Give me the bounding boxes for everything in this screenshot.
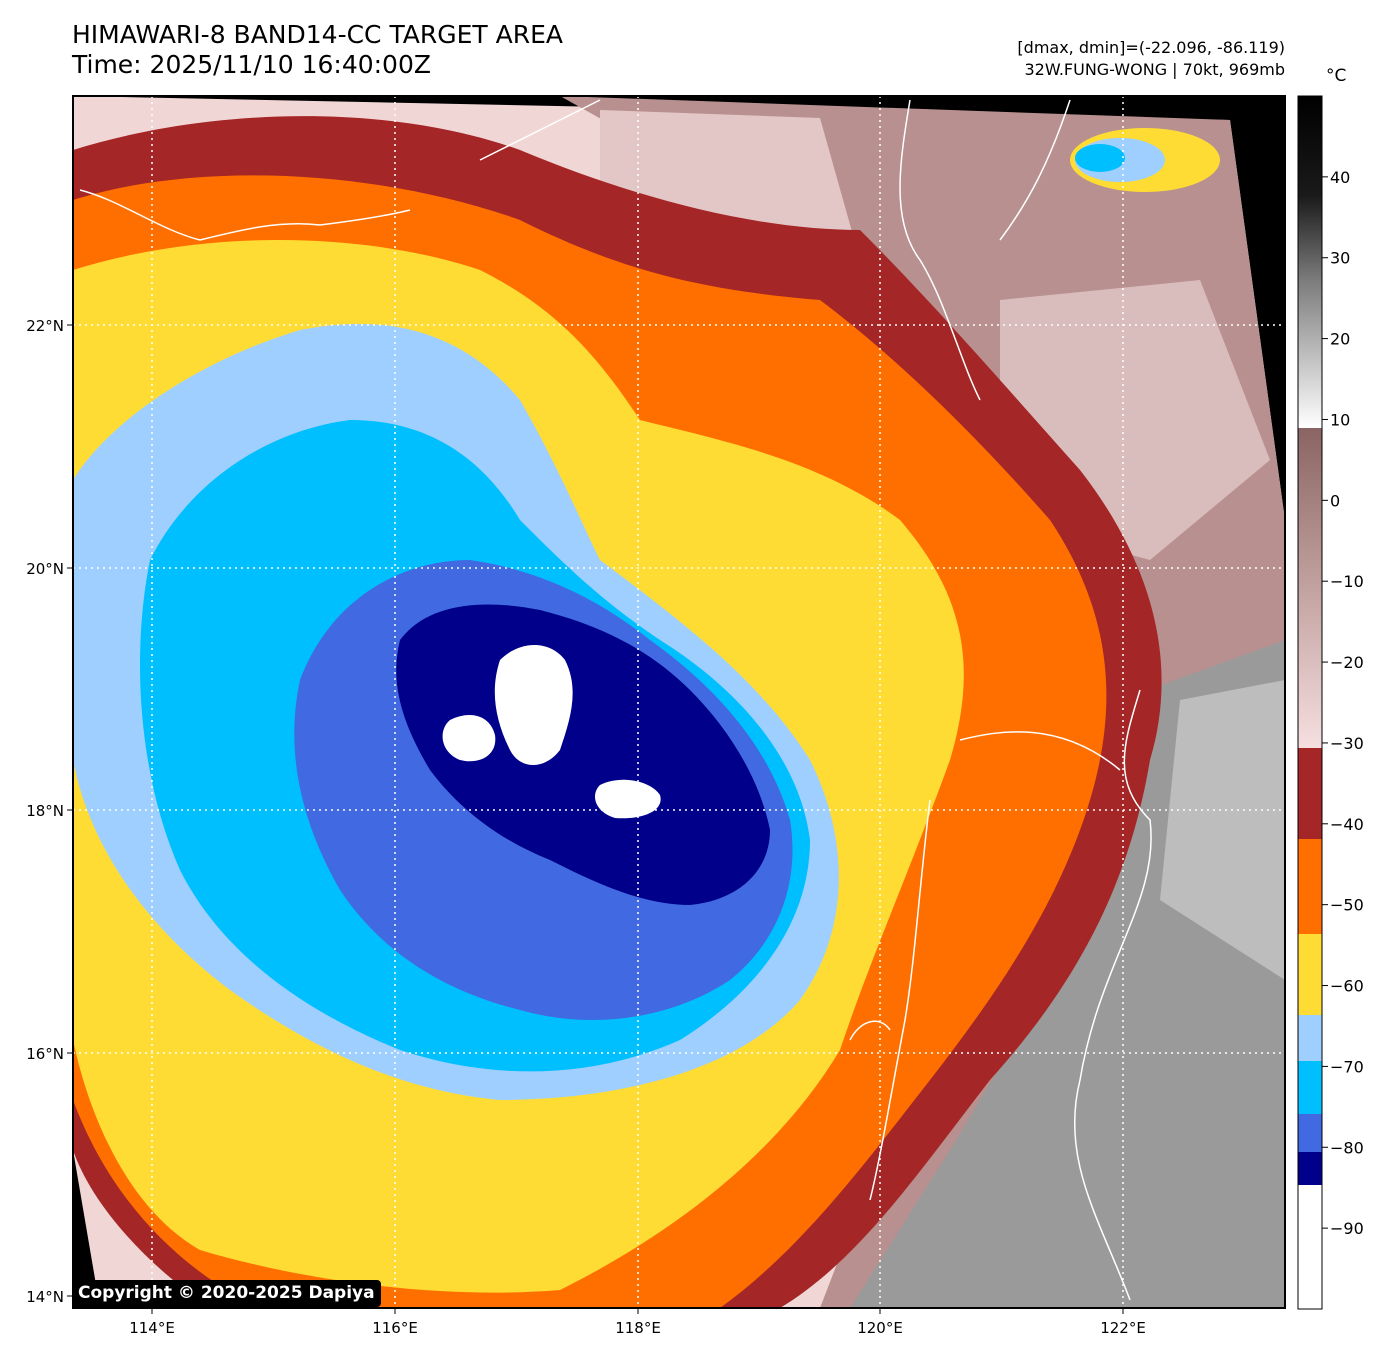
latitude-axis: 22°N 20°N 18°N 16°N 14°N	[26, 317, 73, 1306]
colorbar-tick-label: −70	[1330, 1057, 1364, 1076]
colorbar: 40 30 20 10 0 −10 −20 −30 −40 −50 −60 −70 −80 −90	[1297, 95, 1364, 1310]
lon-label: 114°E	[129, 1319, 175, 1337]
title-line-1: HIMAWARI-8 BAND14-CC TARGET AREA	[72, 20, 564, 49]
colorbar-tick-label: −40	[1330, 815, 1364, 834]
colorbar-tick-label: 30	[1330, 249, 1350, 268]
band-navy	[396, 604, 770, 905]
colorbar-tick-label: 40	[1330, 168, 1350, 187]
lat-label: 20°N	[26, 560, 64, 578]
colorbar-tick-label: 20	[1330, 330, 1350, 349]
coastlines	[79, 99, 1152, 1301]
lon-label: 116°E	[372, 1319, 418, 1337]
colorbar-tick-label: −20	[1330, 653, 1364, 672]
lat-label: 18°N	[26, 802, 64, 820]
colorbar-tick-label: −50	[1330, 896, 1364, 915]
lon-label: 120°E	[857, 1319, 903, 1337]
colorbar-tick-label: 10	[1330, 410, 1350, 429]
lat-label: 14°N	[26, 1288, 64, 1306]
lon-label: 122°E	[1100, 1319, 1146, 1337]
band-white-core	[442, 645, 661, 819]
longitude-axis: 114°E 116°E 118°E 120°E 122°E	[129, 1308, 1146, 1337]
colorbar-tick-label: −90	[1330, 1219, 1364, 1238]
cloud-field	[73, 96, 1285, 1308]
lat-label: 22°N	[26, 317, 64, 335]
lat-label: 16°N	[26, 1045, 64, 1063]
colorbar-tick-label: −80	[1330, 1138, 1364, 1157]
graticule	[73, 96, 1285, 1308]
map-title: HIMAWARI-8 BAND14-CC TARGET AREA Time: 2…	[72, 20, 563, 80]
map-frame	[72, 95, 1286, 1309]
title-line-2: Time: 2025/11/10 16:40:00Z	[72, 50, 431, 79]
colorbar-tick-label: −30	[1330, 734, 1364, 753]
colorbar-tick-label: 0	[1330, 491, 1340, 510]
storm-info: [dmax, dmin]=(-22.096, -86.119) 32W.FUNG…	[1017, 37, 1285, 81]
copyright-label: Copyright © 2020-2025 Dapiya	[72, 1280, 381, 1307]
lon-label: 118°E	[615, 1319, 661, 1337]
storm-name-intensity: 32W.FUNG-WONG | 70kt, 969mb	[1024, 60, 1285, 79]
colorbar-tick-label: −10	[1330, 572, 1364, 591]
dmax-dmin-readout: [dmax, dmin]=(-22.096, -86.119)	[1017, 38, 1285, 57]
colorbar-tick-label: −60	[1330, 977, 1364, 996]
colorbar-unit: °C	[1326, 66, 1347, 86]
